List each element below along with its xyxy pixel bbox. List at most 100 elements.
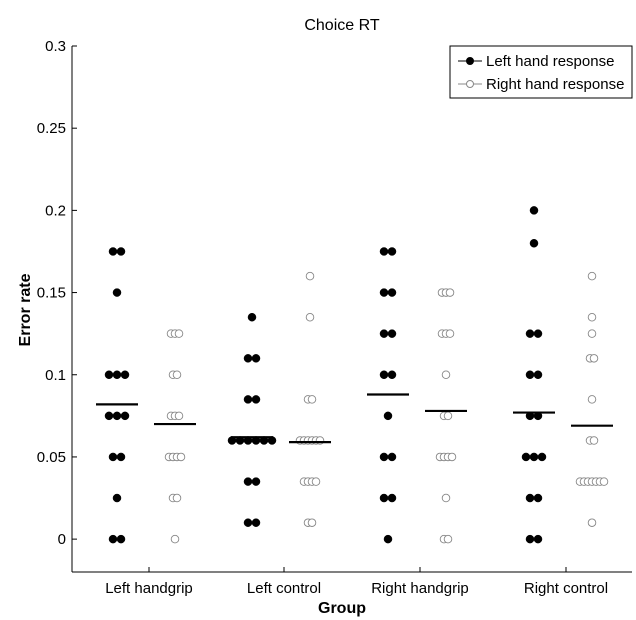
mean-lines bbox=[96, 393, 613, 444]
y-tick-label: 0.15 bbox=[37, 285, 66, 302]
point-left-hand bbox=[243, 477, 253, 486]
point-left-hand bbox=[379, 288, 389, 297]
point-right-hand bbox=[599, 477, 609, 486]
point-left-hand bbox=[108, 534, 118, 544]
point-right-hand bbox=[589, 436, 599, 445]
point-right-hand bbox=[443, 411, 453, 421]
point-left-hand bbox=[533, 370, 543, 379]
point-right-hand bbox=[441, 493, 451, 503]
point-left-hand bbox=[383, 411, 393, 421]
point-left-hand bbox=[247, 312, 257, 322]
point-left-hand bbox=[529, 239, 539, 248]
point-left-hand bbox=[251, 477, 261, 486]
point-left-hand bbox=[116, 247, 126, 256]
point-left-hand bbox=[108, 247, 118, 256]
point-right-hand bbox=[587, 271, 597, 281]
point-left-hand bbox=[120, 370, 130, 379]
point-left-hand bbox=[112, 370, 122, 379]
point-right-hand bbox=[307, 518, 317, 527]
point-right-hand bbox=[174, 411, 184, 421]
legend-marker-left bbox=[466, 57, 474, 65]
point-left-hand bbox=[379, 452, 389, 462]
point-left-hand bbox=[243, 354, 253, 363]
point-left-hand bbox=[387, 329, 397, 338]
point-left-hand bbox=[116, 534, 126, 544]
chart-title: Choice RT bbox=[304, 17, 380, 34]
y-tick-label: 0.1 bbox=[45, 367, 66, 384]
point-right-hand bbox=[305, 271, 315, 281]
point-left-hand bbox=[533, 329, 543, 338]
point-right-hand bbox=[587, 518, 597, 527]
point-left-hand bbox=[521, 452, 531, 462]
x-axis-title: Group bbox=[318, 600, 366, 617]
point-left-hand bbox=[243, 518, 253, 527]
point-right-hand bbox=[445, 329, 455, 338]
x-tick-label: Right handgrip bbox=[371, 580, 469, 597]
point-left-hand bbox=[529, 206, 539, 215]
point-left-hand bbox=[108, 452, 118, 462]
point-left-hand bbox=[387, 247, 397, 256]
point-left-hand bbox=[525, 329, 535, 338]
y-tick-label: 0.3 bbox=[45, 38, 66, 55]
point-left-hand bbox=[387, 452, 397, 462]
point-left-hand bbox=[529, 452, 539, 462]
x-tick-label: Left handgrip bbox=[105, 580, 193, 597]
y-ticks: 0 0.05 0.1 0.15 0.2 0.25 0.3 bbox=[37, 38, 77, 548]
point-right-hand bbox=[311, 477, 321, 486]
point-right-hand bbox=[441, 370, 451, 380]
x-tick-label: Left control bbox=[247, 580, 321, 597]
x-tick-label: Right control bbox=[524, 580, 608, 597]
point-left-hand bbox=[379, 247, 389, 256]
point-left-hand bbox=[387, 288, 397, 297]
point-right-hand bbox=[174, 329, 184, 338]
point-left-hand bbox=[533, 493, 543, 503]
point-left-hand bbox=[120, 411, 130, 421]
point-right-hand bbox=[447, 452, 457, 462]
point-left-hand bbox=[383, 534, 393, 544]
point-right-hand bbox=[445, 288, 455, 297]
legend-label-right: Right hand response bbox=[486, 76, 624, 93]
axes bbox=[71, 46, 632, 573]
x-ticks: Left handgrip Left control Right handgrip R… bbox=[105, 567, 608, 597]
point-left-hand bbox=[243, 395, 253, 404]
point-right-hand bbox=[172, 493, 182, 503]
point-left-hand bbox=[112, 411, 122, 421]
y-axis-title: Error rate bbox=[17, 273, 34, 346]
y-tick-label: 0 bbox=[58, 531, 66, 548]
point-left-hand bbox=[525, 370, 535, 379]
legend-box bbox=[449, 45, 633, 99]
point-right-hand bbox=[443, 534, 453, 544]
point-left-hand bbox=[379, 370, 389, 379]
legend-marker-right bbox=[466, 80, 474, 88]
point-left-hand bbox=[379, 329, 389, 338]
point-left-hand bbox=[112, 288, 122, 297]
point-right-hand bbox=[170, 534, 180, 544]
point-left-hand bbox=[251, 354, 261, 363]
point-left-hand bbox=[525, 534, 535, 544]
point-left-hand bbox=[525, 493, 535, 503]
point-left-hand bbox=[116, 452, 126, 462]
point-right-hand bbox=[307, 395, 317, 404]
point-right-hand bbox=[587, 395, 597, 404]
point-left-hand bbox=[104, 370, 114, 379]
point-left-hand bbox=[251, 518, 261, 527]
point-left-hand bbox=[387, 493, 397, 503]
point-right-hand bbox=[176, 452, 186, 462]
legend: Left hand response Right hand response bbox=[449, 45, 633, 99]
point-left-hand bbox=[533, 534, 543, 544]
y-tick-label: 0.2 bbox=[45, 202, 66, 219]
legend-label-left: Left hand response bbox=[486, 53, 614, 70]
point-right-hand bbox=[172, 370, 182, 380]
point-right-hand bbox=[589, 354, 599, 363]
point-left-hand bbox=[379, 493, 389, 503]
point-left-hand bbox=[104, 411, 114, 421]
point-right-hand bbox=[587, 312, 597, 322]
point-right-hand bbox=[305, 312, 315, 322]
y-tick-label: 0.05 bbox=[37, 449, 66, 466]
point-left-hand bbox=[112, 493, 122, 503]
point-left-hand bbox=[387, 370, 397, 379]
point-left-hand bbox=[537, 452, 547, 462]
point-left-hand bbox=[251, 395, 261, 404]
data-points bbox=[104, 206, 609, 544]
